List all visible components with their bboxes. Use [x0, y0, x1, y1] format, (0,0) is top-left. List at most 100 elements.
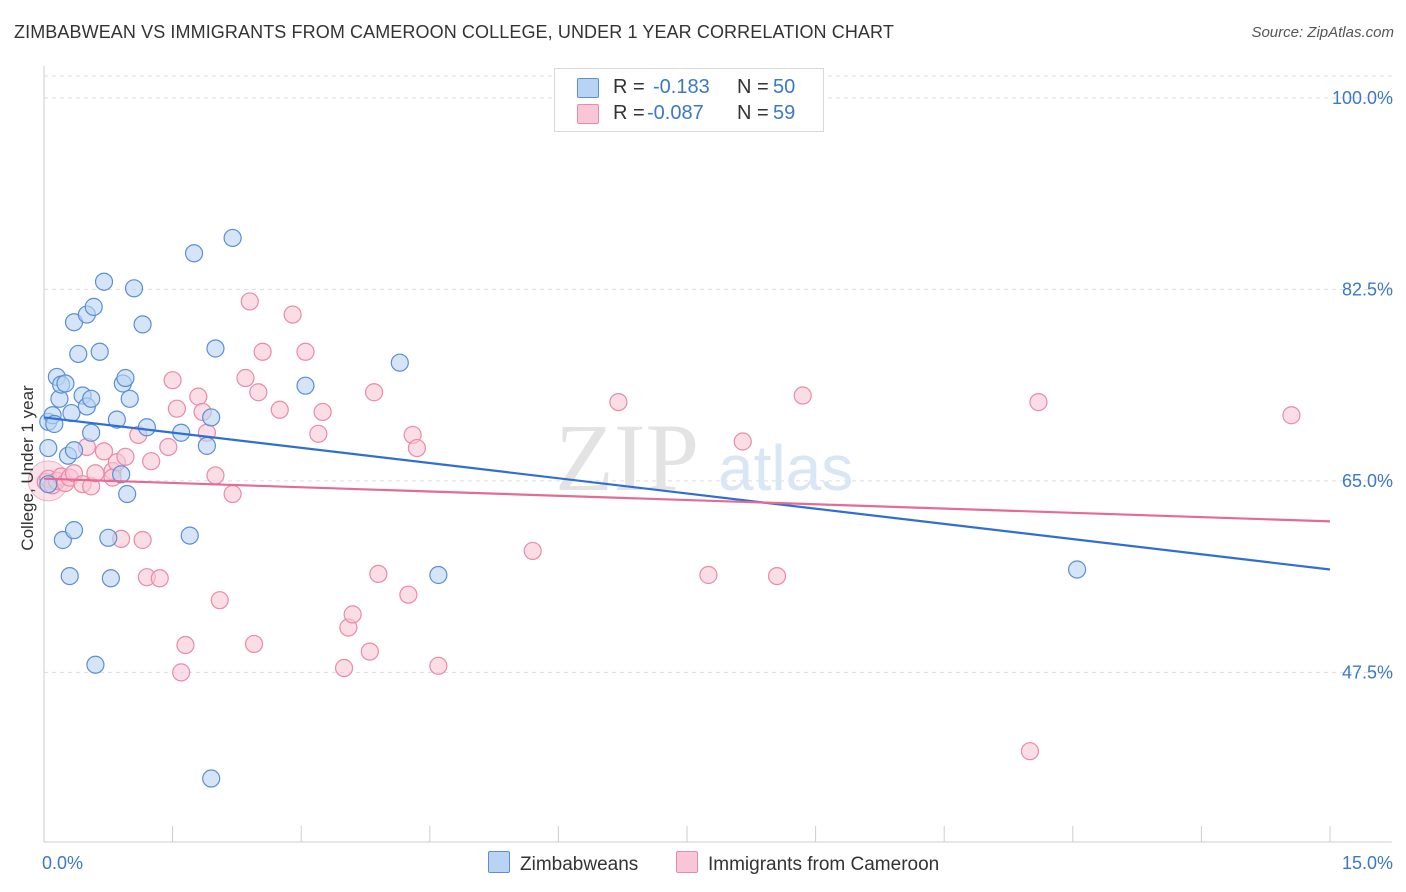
zimbabwean-point[interactable] — [82, 389, 101, 408]
series-swatch-pink — [676, 851, 698, 873]
cameroon-point[interactable] — [523, 541, 542, 561]
y-axis-title: College, Under 1 year — [18, 385, 37, 551]
zimbabwean-point[interactable] — [64, 441, 84, 460]
cameroon-point[interactable] — [270, 400, 289, 419]
zimbabwean-point[interactable] — [99, 528, 118, 547]
zimbabwean-point[interactable] — [120, 389, 139, 408]
cameroon-point[interactable] — [150, 569, 169, 588]
zimbabwean-point[interactable] — [118, 484, 137, 504]
zimbabwean-point[interactable] — [197, 436, 216, 455]
series-legend-zimbabweans[interactable]: Zimbabweans — [488, 851, 638, 877]
zimbabwean-point[interactable] — [202, 408, 221, 427]
cameroon-point[interactable] — [116, 447, 135, 466]
legend-n-value: 59 — [773, 102, 796, 124]
zimbabwean-point[interactable] — [39, 438, 58, 458]
cameroon-point[interactable] — [309, 424, 328, 443]
y-tick-label: 100.0% — [1332, 88, 1393, 108]
legend-r-value: -0.087 — [647, 102, 704, 124]
zimbabwean-point[interactable] — [206, 339, 225, 358]
zimbabwean-point[interactable] — [137, 418, 156, 437]
zimbabwean-point[interactable] — [101, 569, 120, 588]
cameroon-point[interactable] — [94, 442, 114, 461]
cameroon-point[interactable] — [244, 634, 264, 654]
cameroon-trend-line — [43, 477, 1331, 523]
cameroon-point[interactable] — [189, 387, 208, 406]
cameroon-point[interactable] — [360, 642, 379, 661]
legend-r-label: R = — [613, 102, 645, 124]
cameroon-point[interactable] — [296, 342, 315, 361]
cameroon-point[interactable] — [240, 292, 259, 311]
series-legend-cameroon[interactable]: Immigrants from Cameroon — [676, 851, 939, 877]
cameroon-point[interactable] — [343, 605, 362, 624]
legend-n-label: N = — [737, 76, 769, 98]
zimbabwean-point[interactable] — [116, 368, 135, 388]
cameroon-point[interactable] — [1029, 392, 1048, 412]
zimbabwean-point[interactable] — [86, 655, 105, 674]
zimbabwean-point[interactable] — [94, 272, 114, 291]
cameroon-point[interactable] — [1282, 406, 1301, 425]
zimbabwean-point[interactable] — [180, 526, 199, 545]
cameroon-point[interactable] — [167, 399, 186, 418]
cameroon-point[interactable] — [793, 386, 812, 405]
legend-swatch-blue — [577, 78, 599, 98]
cameroon-point[interactable] — [399, 585, 418, 604]
zimbabwean-point[interactable] — [133, 315, 152, 334]
zimbabwean-point[interactable] — [202, 769, 221, 788]
trend-layer — [43, 416, 1331, 571]
zimbabwean-point[interactable] — [107, 410, 126, 429]
zimbabwean-point[interactable] — [184, 244, 204, 263]
stats-legend: R = -0.183 N = 50 R = -0.087 N = 59 — [554, 68, 824, 132]
cameroon-point[interactable] — [733, 432, 752, 451]
cameroon-point[interactable] — [334, 658, 354, 678]
zimbabwean-point[interactable] — [90, 342, 109, 361]
zimbabwean-point[interactable] — [1067, 560, 1087, 579]
cameroon-point[interactable] — [133, 530, 152, 550]
legend-swatch-pink — [577, 104, 599, 124]
y-tick-label: 47.5% — [1342, 662, 1393, 682]
zimbabwean-point[interactable] — [223, 228, 242, 248]
cameroon-point[interactable] — [609, 392, 628, 412]
zimbabwean-point[interactable] — [84, 297, 103, 316]
cameroon-point[interactable] — [172, 663, 191, 682]
cameroon-point[interactable] — [159, 437, 178, 457]
series-swatch-blue — [488, 851, 510, 873]
zimbabwean-point[interactable] — [296, 376, 315, 395]
chart-source: Source: ZipAtlas.com — [1251, 24, 1394, 41]
cameroon-point[interactable] — [236, 368, 255, 388]
cameroon-point[interactable] — [1020, 742, 1040, 761]
cameroon-point[interactable] — [364, 383, 384, 402]
cameroon-point[interactable] — [210, 591, 229, 610]
zimbabwean-point[interactable] — [390, 353, 409, 372]
cameroon-point[interactable] — [429, 656, 448, 675]
zimbabwean-point[interactable] — [112, 465, 131, 484]
watermark-zip: ZIP — [555, 404, 699, 511]
cameroon-point[interactable] — [206, 466, 225, 485]
legend-n-value: 50 — [773, 76, 796, 98]
cameroon-point[interactable] — [249, 383, 268, 402]
zimbabwean-point[interactable] — [69, 344, 88, 364]
cameroon-point[interactable] — [699, 565, 718, 585]
legend-n-label: N = — [737, 102, 769, 124]
chart-title: ZIMBABWEAN VS IMMIGRANTS FROM CAMEROON C… — [14, 22, 894, 42]
cameroon-point[interactable] — [407, 438, 427, 458]
cameroon-point[interactable] — [283, 305, 302, 324]
cameroon-point[interactable] — [253, 342, 272, 361]
cameroon-point[interactable] — [369, 564, 388, 584]
zimbabwean-point[interactable] — [429, 565, 448, 585]
cameroon-point[interactable] — [142, 452, 161, 471]
cameroon-point[interactable] — [163, 371, 182, 390]
legend-r-label: R = — [613, 76, 645, 98]
cameroon-point[interactable] — [223, 484, 242, 504]
cameroon-point[interactable] — [313, 402, 332, 422]
legend-r-value: -0.183 — [653, 76, 710, 98]
x-tick-label-max: 15.0% — [1342, 853, 1393, 873]
cameroon-point[interactable] — [176, 635, 195, 655]
zimbabwean-point[interactable] — [60, 566, 79, 586]
zimbabwean-point[interactable] — [124, 279, 144, 298]
zimbabwean-point[interactable] — [64, 521, 84, 540]
cameroon-point[interactable] — [767, 566, 787, 586]
zimbabwean-trend-line — [43, 416, 1331, 571]
zimbabwean-point[interactable] — [56, 374, 75, 393]
zimbabwean-point[interactable] — [82, 423, 101, 442]
y-tick-label: 65.0% — [1342, 471, 1393, 491]
